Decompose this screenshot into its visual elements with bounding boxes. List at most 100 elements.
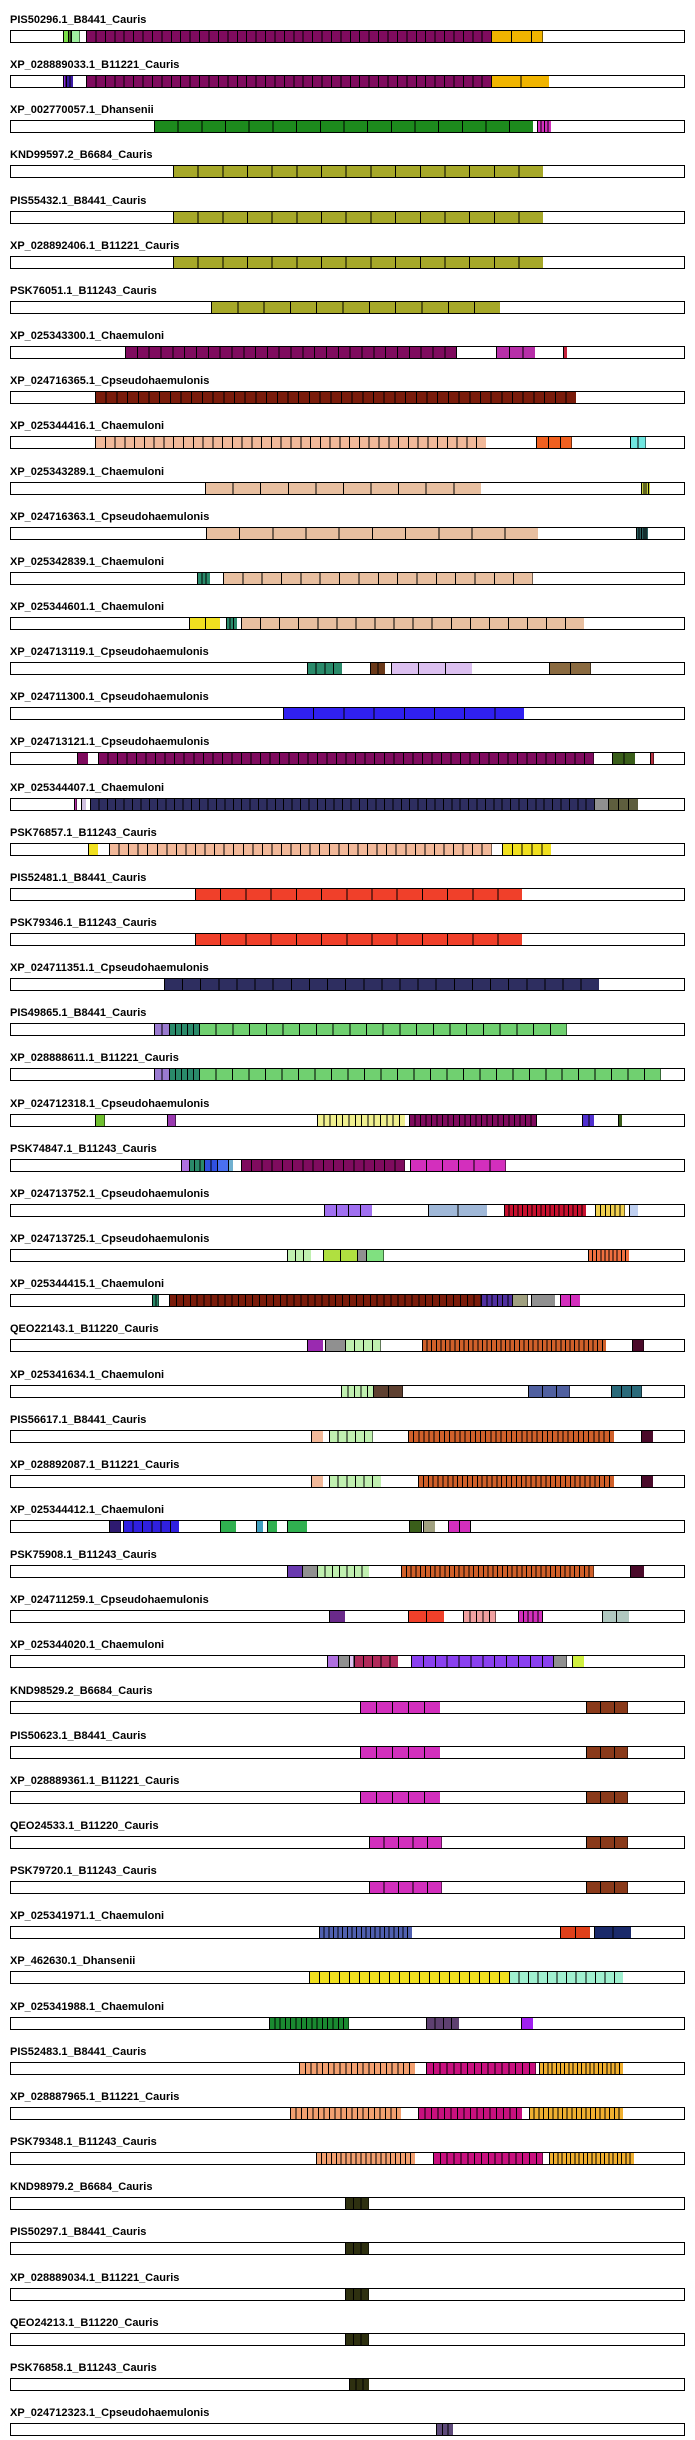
domain-segment xyxy=(317,1566,370,1578)
domain-segment xyxy=(640,1475,654,1487)
protein-track: XP_024716365.1_Cpseudohaemulonis xyxy=(0,361,695,406)
protein-label: XP_028888611.1_B11221_Cauris xyxy=(10,1052,179,1065)
protein-track: KND98979.2_B6684_Cauris xyxy=(0,2167,695,2212)
domain-segment xyxy=(586,1791,629,1803)
protein-bar xyxy=(10,1203,685,1217)
protein-bar xyxy=(10,1068,685,1082)
domain-segment xyxy=(269,2017,349,2029)
domain-segment xyxy=(348,1656,354,1668)
domain-segment xyxy=(593,798,608,810)
protein-bar xyxy=(10,2332,685,2346)
domain-segment xyxy=(62,31,69,42)
protein-track: PIS50296.1_B8441_Cauris xyxy=(0,0,695,45)
protein-track: XP_025342839.1_Chaemuloni xyxy=(0,542,695,587)
protein-bar xyxy=(10,887,685,901)
domain-segment xyxy=(549,663,592,675)
protein-label: XP_025343289.1_Chaemuloni xyxy=(10,465,165,478)
protein-track: KND99597.2_B6684_Cauris xyxy=(0,135,695,180)
protein-label: XP_024716363.1_Cpseudohaemulonis xyxy=(10,510,210,523)
protein-bar xyxy=(10,1971,685,1985)
domain-segment xyxy=(266,1520,277,1532)
protein-bar xyxy=(10,75,685,89)
domain-segment xyxy=(98,753,594,765)
domain-segment xyxy=(369,1837,442,1848)
domain-segment xyxy=(172,256,543,268)
protein-bar xyxy=(10,1158,685,1172)
domain-segment xyxy=(607,798,639,810)
protein-label: PSK75908.1_B11243_Cauris xyxy=(10,1549,157,1562)
domain-segment xyxy=(586,1837,629,1848)
protein-bar xyxy=(10,1384,685,1398)
domain-segment xyxy=(286,1520,308,1532)
protein-label: PSK79348.1_B11243_Cauris xyxy=(10,2136,157,2149)
protein-bar xyxy=(10,526,685,540)
protein-label: XP_024713119.1_Cpseudohaemulonis xyxy=(10,646,209,659)
protein-track: KND98529.2_B6684_Cauris xyxy=(0,1671,695,1716)
protein-track: XP_025344407.1_Chaemuloni xyxy=(0,768,695,813)
protein-track: PSK76858.1_B11243_Cauris xyxy=(0,2348,695,2393)
protein-track: PIS56617.1_B8441_Cauris xyxy=(0,1400,695,1445)
domain-segment xyxy=(311,1430,324,1442)
protein-track: XP_025344415.1_Chaemuloni xyxy=(0,1264,695,1309)
domain-segment xyxy=(95,1114,105,1126)
domain-segment xyxy=(408,1611,445,1623)
protein-bar xyxy=(10,616,685,630)
protein-track: XP_028889361.1_B11221_Cauris xyxy=(0,1761,695,1806)
domain-segment xyxy=(241,1159,405,1171)
domain-segment xyxy=(369,1882,442,1894)
domain-segment xyxy=(562,347,567,359)
domain-segment xyxy=(89,798,594,810)
protein-bar xyxy=(10,210,685,224)
protein-label: XP_025343300.1_Chaemuloni xyxy=(10,330,165,343)
domain-segment xyxy=(204,1159,217,1171)
domain-segment xyxy=(640,1430,654,1442)
protein-label: XP_028889033.1_B11221_Cauris xyxy=(10,59,180,72)
protein-bar xyxy=(10,2152,685,2166)
protein-label: QEO22143.1_B11220_Cauris xyxy=(10,1323,159,1336)
domain-segment xyxy=(435,2423,454,2435)
domain-segment xyxy=(88,843,99,855)
domain-segment xyxy=(640,482,651,494)
protein-bar xyxy=(10,1113,685,1127)
protein-bar xyxy=(10,436,685,450)
protein-bar xyxy=(10,1836,685,1849)
protein-label: XP_024716365.1_Cpseudohaemulonis xyxy=(10,375,210,388)
domain-segment xyxy=(65,76,73,88)
domain-segment xyxy=(636,527,649,539)
domain-segment xyxy=(463,1611,496,1623)
protein-track: PSK79346.1_B11243_Cauris xyxy=(0,903,695,948)
protein-label: XP_024711259.1_Cpseudohaemulonis xyxy=(10,1594,209,1607)
protein-label: XP_024711300.1_Cpseudohaemulonis xyxy=(10,691,209,704)
protein-bar xyxy=(10,1519,685,1533)
protein-label: XP_025344412.1_Chaemuloni xyxy=(10,1503,165,1516)
protein-label: XP_025341988.1_Chaemuloni xyxy=(10,2000,165,2013)
domain-segment xyxy=(418,2107,523,2119)
domain-segment xyxy=(74,798,77,810)
protein-bar xyxy=(10,1023,685,1037)
protein-bar xyxy=(10,300,685,314)
protein-label: XP_024713752.1_Cpseudohaemulonis xyxy=(10,1187,210,1200)
protein-track: XP_028889033.1_B11221_Cauris xyxy=(0,45,695,90)
domain-segment xyxy=(172,211,543,223)
domain-segment xyxy=(537,121,552,133)
protein-track: PSK74847.1_B11243_Cauris xyxy=(0,1129,695,1174)
domain-segment xyxy=(509,1972,624,1984)
protein-track: PIS55432.1_B8441_Cauris xyxy=(0,181,695,226)
protein-label: PSK79720.1_B11243_Cauris xyxy=(10,1865,157,1878)
domain-segment xyxy=(152,1295,160,1307)
protein-bar xyxy=(10,2377,685,2391)
domain-segment xyxy=(428,1204,488,1216)
protein-track: PSK75908.1_B11243_Cauris xyxy=(0,1535,695,1580)
protein-track: XP_025341634.1_Chaemuloni xyxy=(0,1355,695,1400)
domain-segment xyxy=(109,1520,121,1532)
protein-bar xyxy=(10,2422,685,2436)
protein-label: XP_025344020.1_Chaemuloni xyxy=(10,1639,165,1652)
domain-segment xyxy=(348,2378,370,2390)
domain-segment xyxy=(409,1520,422,1532)
domain-segment xyxy=(169,1295,481,1307)
protein-bar xyxy=(10,2106,685,2120)
domain-segment xyxy=(199,1024,567,1036)
protein-track: XP_024712323.1_Cpseudohaemulonis xyxy=(0,2393,695,2438)
domain-segment xyxy=(307,1340,324,1352)
domain-segment xyxy=(353,1656,398,1668)
